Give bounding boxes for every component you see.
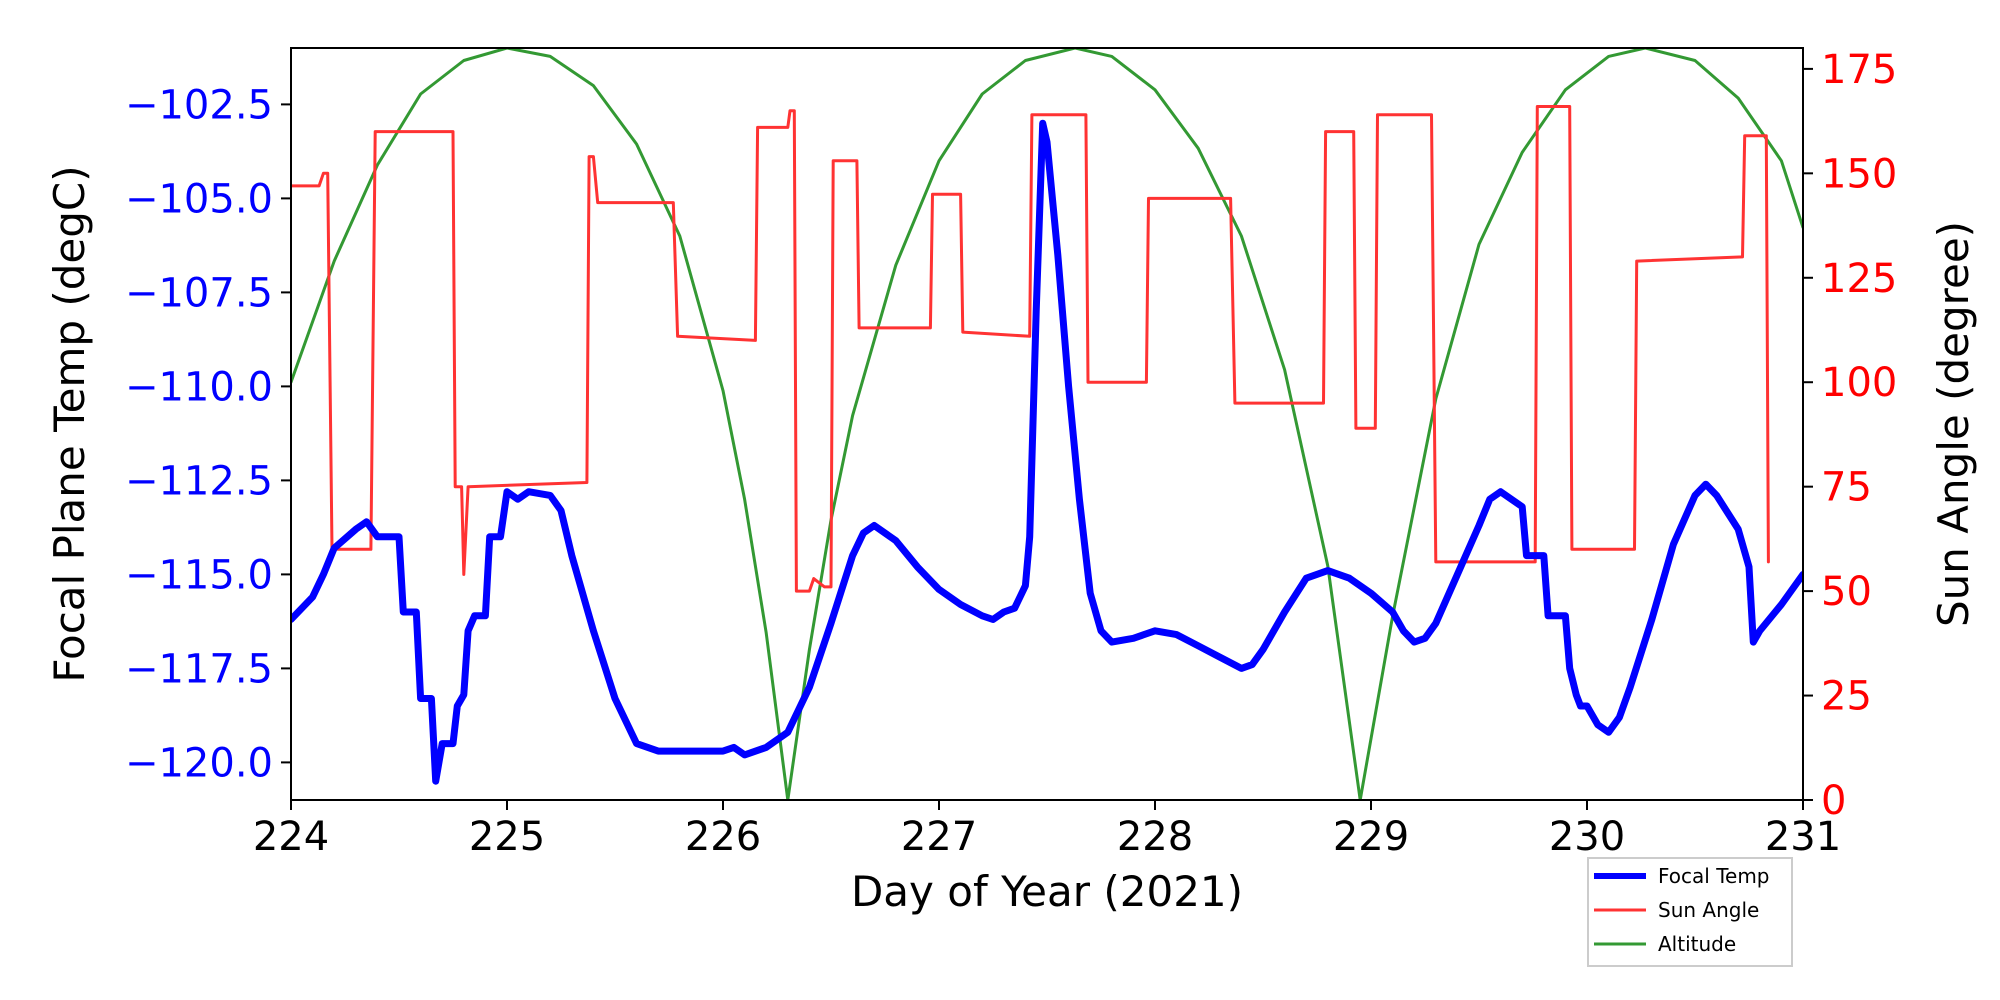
x-tick-label: 224 (253, 814, 329, 860)
y-right-tick-label: 75 (1821, 465, 1872, 511)
x-tick-label: 226 (685, 814, 761, 860)
y-axis-left: −102.5 −105.0 −107.5 −110.0 −112.5 −115.0 −117… (125, 82, 291, 786)
y-left-tick-label: −107.5 (125, 270, 273, 316)
series-line-focal-temp (291, 119, 1803, 785)
legend-label-altitude: Altitude (1658, 932, 1736, 956)
x-tick-label: 230 (1549, 814, 1625, 860)
y-right-tick-label: 25 (1821, 674, 1872, 720)
y-left-tick-label: −112.5 (125, 458, 273, 504)
y-right-tick-label: 0 (1821, 778, 1846, 824)
y-axis-right: 175 150 125 100 75 50 25 0 (1803, 47, 1897, 824)
y-right-tick-label: 100 (1821, 360, 1897, 406)
plot-frame (290, 47, 1804, 801)
legend-label-focal-temp: Focal Temp (1658, 864, 1770, 888)
x-axis-title: Day of Year (2021) (851, 867, 1243, 916)
y-left-tick-label: −110.0 (125, 364, 273, 410)
y-left-tick-label: −102.5 (125, 82, 273, 128)
legend: Focal Temp Sun Angle Altitude (1587, 857, 1793, 967)
y-axis-left-title: Focal Plane Temp (degC) (45, 165, 94, 682)
y-left-tick-label: −120.0 (125, 740, 273, 786)
x-tick-label: 229 (1333, 814, 1409, 860)
y-right-tick-label: 175 (1821, 47, 1897, 93)
y-left-tick-label: −105.0 (125, 176, 273, 222)
y-right-tick-label: 125 (1821, 256, 1897, 302)
legend-label-sun-angle: Sun Angle (1658, 898, 1759, 922)
series-layer (291, 48, 1803, 800)
series-line-sun-angle (291, 105, 1770, 593)
y-right-tick-label: 50 (1821, 569, 1872, 615)
series-line-altitude (291, 48, 1803, 800)
x-tick-label: 227 (901, 814, 977, 860)
x-tick-label: 225 (469, 814, 545, 860)
x-tick-label: 228 (1117, 814, 1193, 860)
y-right-tick-label: 150 (1821, 151, 1897, 197)
y-left-tick-label: −115.0 (125, 552, 273, 598)
y-left-tick-label: −117.5 (125, 646, 273, 692)
y-axis-right-title: Sun Angle (degree) (1929, 221, 1978, 627)
x-tick-label: 231 (1765, 814, 1841, 860)
x-axis: 224 225 226 227 228 229 230 231 (253, 800, 1841, 860)
